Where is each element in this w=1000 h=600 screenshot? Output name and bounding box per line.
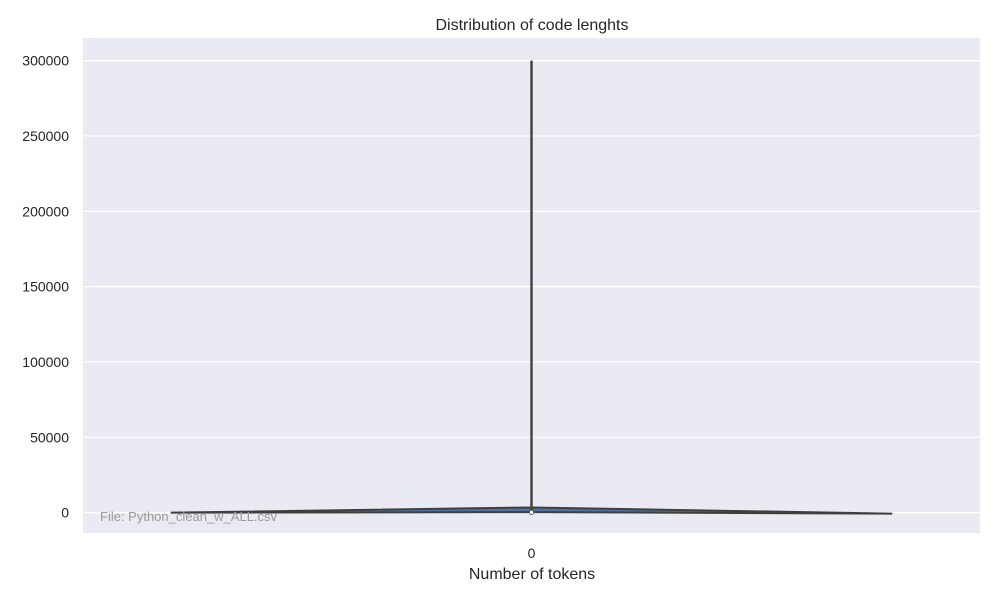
violin-median-marker (528, 509, 535, 515)
x-tick-label-0: 0 (528, 545, 536, 561)
y-tick-label-0: 0 (61, 505, 69, 521)
y-tick-label-300000: 300000 (22, 53, 69, 69)
y-tick-label-150000: 150000 (22, 279, 69, 295)
violin-group (170, 60, 893, 515)
file-annotation: File: Python_clean_w_ALL.csv (100, 509, 278, 524)
y-tick-label-250000: 250000 (22, 128, 69, 144)
x-tick-labels: 0 (528, 545, 536, 561)
y-tick-label-200000: 200000 (22, 203, 69, 219)
chart-title: Distribution of code lenghts (436, 17, 629, 34)
x-axis-title: Number of tokens (469, 566, 595, 583)
y-tick-labels: 0 50000 100000 150000 200000 250000 300000 (22, 53, 69, 521)
y-tick-label-100000: 100000 (22, 354, 69, 370)
y-tick-label-50000: 50000 (30, 429, 69, 445)
